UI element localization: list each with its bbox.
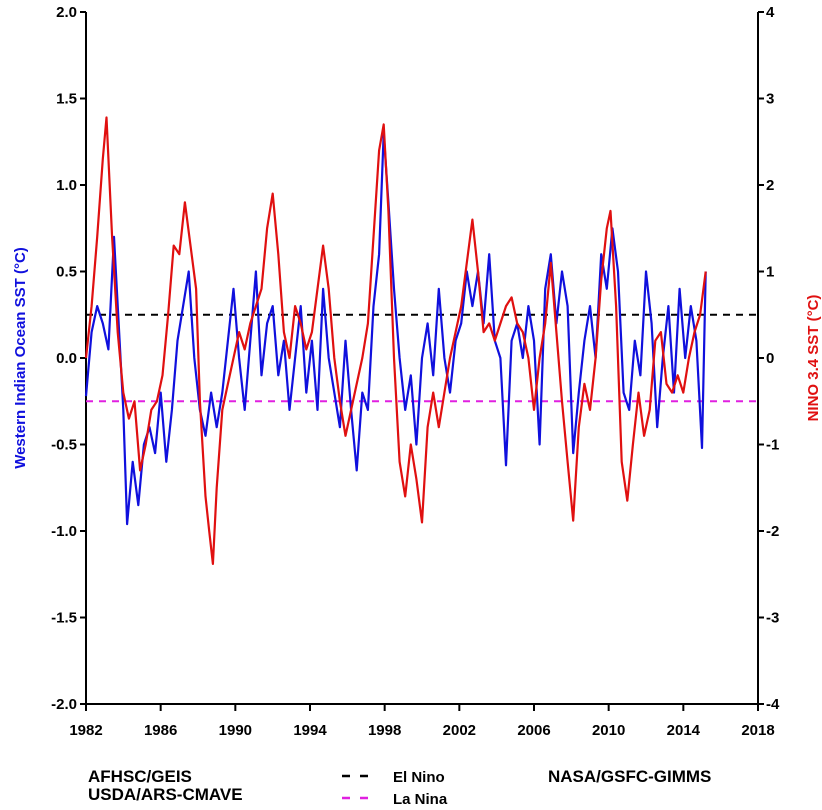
legend-la-nina-label: La Nina — [393, 791, 448, 808]
right-tick-label: -3 — [766, 610, 779, 627]
left-tick-label: -2.0 — [51, 696, 77, 713]
legend-el-nino-label: El Nino — [393, 769, 445, 786]
right-tick-label: -2 — [766, 523, 779, 540]
x-tick-label: 1990 — [219, 722, 252, 739]
x-tick-label: 1994 — [293, 722, 327, 739]
left-tick-label: 2.0 — [56, 4, 77, 21]
right-axis-title: NINO 3.4 SST (°C) — [805, 295, 822, 422]
left-tick-label: 0.5 — [56, 264, 77, 281]
x-tick-label: 2014 — [667, 722, 701, 739]
left-tick-label: -1.5 — [51, 610, 77, 627]
credit-nasa: NASA/GSFC-GIMMS — [548, 767, 711, 786]
left-tick-label: -0.5 — [51, 437, 77, 454]
series-line-western-indian-ocean — [84, 132, 707, 526]
x-tick-label: 2002 — [443, 722, 476, 739]
right-tick-label: -4 — [766, 696, 780, 713]
footer: AFHSC/GEIS USDA/ARS-CMAVE El Nino La Nin… — [88, 767, 711, 808]
x-tick-label: 2010 — [592, 722, 625, 739]
credit-usda: USDA/ARS-CMAVE — [88, 785, 243, 804]
right-tick-label: -1 — [766, 437, 779, 454]
left-tick-label: 1.0 — [56, 177, 77, 194]
x-tick-label: 2006 — [517, 722, 550, 739]
reference-lines — [86, 313, 758, 403]
x-tick-label: 1986 — [144, 722, 177, 739]
right-tick-label: 0 — [766, 350, 774, 367]
x-tick-label: 1998 — [368, 722, 401, 739]
series-line-nino34 — [84, 116, 707, 565]
series-layer — [84, 116, 707, 565]
left-tick-label: -1.0 — [51, 523, 77, 540]
x-tick-label: 1982 — [69, 722, 102, 739]
left-tick-label: 0.0 — [56, 350, 77, 367]
x-tick-label: 2018 — [741, 722, 774, 739]
ticks-layer: -2.0 -1.5 -1.0 -0.5 0.0 0.5 1.0 1.5 2.0 -4 -3 -2 -1 0… — [51, 4, 780, 739]
right-tick-label: 2 — [766, 177, 774, 194]
credit-afhsc: AFHSC/GEIS — [88, 767, 192, 786]
right-tick-label: 4 — [766, 4, 775, 21]
right-tick-label: 3 — [766, 91, 774, 108]
left-tick-label: 1.5 — [56, 91, 77, 108]
left-axis-title: Western Indian Ocean SST (°C) — [12, 247, 29, 469]
right-tick-label: 1 — [766, 264, 774, 281]
